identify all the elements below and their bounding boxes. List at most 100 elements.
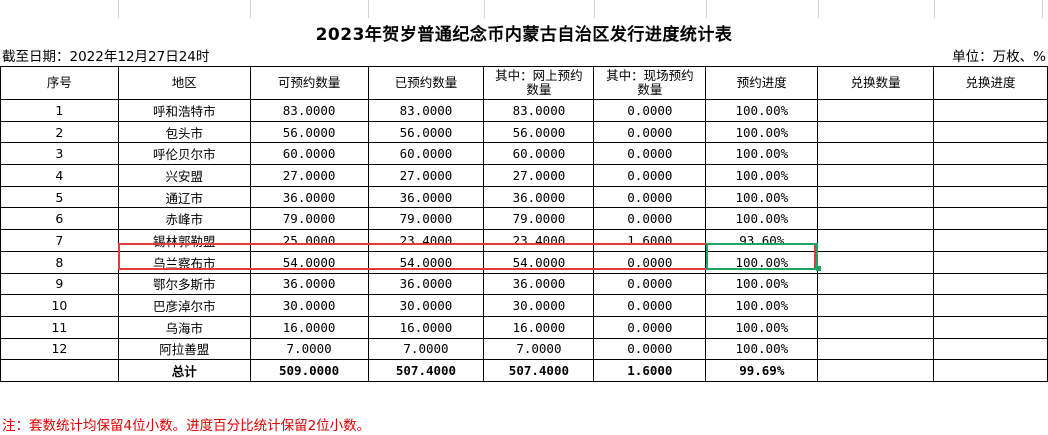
header-cell[interactable]: 地区: [117, 66, 251, 100]
cell-available[interactable]: 25.0000: [249, 229, 369, 252]
cell-available[interactable]: 60.0000: [249, 142, 369, 166]
cell-online[interactable]: 83.0000: [483, 99, 595, 122]
cell-progress[interactable]: 100.00%: [705, 120, 819, 144]
cell-progress[interactable]: 99.69%: [705, 359, 819, 382]
cell-exchange_progress[interactable]: [933, 185, 1048, 209]
cell-reserved[interactable]: 54.0000: [367, 250, 485, 274]
fill-handle[interactable]: [816, 266, 821, 271]
cell-available[interactable]: 7.0000: [249, 337, 369, 361]
cell-exchange_progress[interactable]: [933, 359, 1048, 382]
cell-reserved[interactable]: 30.0000: [367, 294, 485, 317]
cell-exchange_progress[interactable]: [933, 164, 1048, 187]
cell-progress[interactable]: 100.00%: [705, 164, 819, 187]
cell-online[interactable]: 36.0000: [483, 272, 595, 296]
cell-progress[interactable]: 100.00%: [705, 272, 819, 296]
cell-onsite[interactable]: 1.6000: [593, 359, 707, 382]
cell-available[interactable]: 36.0000: [249, 185, 369, 209]
cell-onsite[interactable]: 0.0000: [593, 185, 707, 209]
cell-online[interactable]: 36.0000: [483, 185, 595, 209]
cell-online[interactable]: 56.0000: [483, 120, 595, 144]
cell-exchange_progress[interactable]: [933, 294, 1048, 317]
cell-exchange[interactable]: [817, 250, 935, 274]
header-cell[interactable]: 可预约数量: [249, 66, 369, 100]
cell-no[interactable]: [0, 359, 119, 382]
header-cell[interactable]: 已预约数量: [367, 66, 485, 100]
cell-exchange[interactable]: [817, 294, 935, 317]
cell-no[interactable]: 1: [0, 99, 119, 122]
cell-no[interactable]: 6: [0, 207, 119, 231]
cell-online[interactable]: 16.0000: [483, 315, 595, 339]
cell-exchange_progress[interactable]: [933, 99, 1048, 122]
cell-no[interactable]: 3: [0, 142, 119, 166]
cell-available[interactable]: 36.0000: [249, 272, 369, 296]
cell-exchange_progress[interactable]: [933, 142, 1048, 166]
cell-progress[interactable]: 100.00%: [705, 99, 819, 122]
header-cell[interactable]: 其中：网上预约数量: [483, 66, 595, 100]
cell-progress[interactable]: 93.60%: [705, 229, 819, 252]
cell-onsite[interactable]: 0.0000: [593, 337, 707, 361]
cell-region[interactable]: 呼伦贝尔市: [117, 142, 251, 166]
cell-onsite[interactable]: 0.0000: [593, 207, 707, 231]
cell-reserved[interactable]: 60.0000: [367, 142, 485, 166]
cell-progress[interactable]: 100.00%: [705, 185, 819, 209]
header-cell[interactable]: 兑换进度: [933, 66, 1048, 100]
cell-exchange_progress[interactable]: [933, 120, 1048, 144]
cell-reserved[interactable]: 36.0000: [367, 272, 485, 296]
cell-available[interactable]: 79.0000: [249, 207, 369, 231]
cell-exchange[interactable]: [817, 164, 935, 187]
cell-onsite[interactable]: 0.0000: [593, 142, 707, 166]
cell-region[interactable]: 锡林郭勒盟: [117, 229, 251, 252]
cell-region[interactable]: 鄂尔多斯市: [117, 272, 251, 296]
cell-exchange[interactable]: [817, 185, 935, 209]
cell-onsite[interactable]: 0.0000: [593, 294, 707, 317]
cell-available[interactable]: 83.0000: [249, 99, 369, 122]
cell-reserved[interactable]: 23.4000: [367, 229, 485, 252]
header-cell[interactable]: 序号: [0, 66, 119, 100]
cell-online[interactable]: 7.0000: [483, 337, 595, 361]
cell-online[interactable]: 60.0000: [483, 142, 595, 166]
cell-exchange[interactable]: [817, 120, 935, 144]
cell-region[interactable]: 阿拉善盟: [117, 337, 251, 361]
cell-available[interactable]: 509.0000: [249, 359, 369, 382]
cell-exchange_progress[interactable]: [933, 272, 1048, 296]
cell-no[interactable]: 7: [0, 229, 119, 252]
cell-available[interactable]: 27.0000: [249, 164, 369, 187]
cell-online[interactable]: 79.0000: [483, 207, 595, 231]
cell-exchange_progress[interactable]: [933, 315, 1048, 339]
cell-progress[interactable]: 100.00%: [705, 294, 819, 317]
header-cell[interactable]: 其中：现场预约数量: [593, 66, 707, 100]
cell-no[interactable]: 9: [0, 272, 119, 296]
cell-no[interactable]: 4: [0, 164, 119, 187]
cell-reserved[interactable]: 83.0000: [367, 99, 485, 122]
cell-onsite[interactable]: 0.0000: [593, 272, 707, 296]
cell-region[interactable]: 巴彦淖尔市: [117, 294, 251, 317]
cell-reserved[interactable]: 56.0000: [367, 120, 485, 144]
cell-online[interactable]: 23.4000: [483, 229, 595, 252]
cell-available[interactable]: 56.0000: [249, 120, 369, 144]
cell-exchange[interactable]: [817, 99, 935, 122]
cell-exchange_progress[interactable]: [933, 250, 1048, 274]
cell-no[interactable]: 12: [0, 337, 119, 361]
cell-progress[interactable]: 100.00%: [705, 250, 819, 274]
cell-progress[interactable]: 100.00%: [705, 207, 819, 231]
cell-available[interactable]: 16.0000: [249, 315, 369, 339]
cell-region[interactable]: 兴安盟: [117, 164, 251, 187]
cell-available[interactable]: 54.0000: [249, 250, 369, 274]
cell-region[interactable]: 乌海市: [117, 315, 251, 339]
cell-exchange[interactable]: [817, 315, 935, 339]
cell-region[interactable]: 包头市: [117, 120, 251, 144]
cell-reserved[interactable]: 27.0000: [367, 164, 485, 187]
cell-onsite[interactable]: 0.0000: [593, 120, 707, 144]
cell-exchange[interactable]: [817, 337, 935, 361]
cell-exchange[interactable]: [817, 207, 935, 231]
cell-online[interactable]: 30.0000: [483, 294, 595, 317]
cell-progress[interactable]: 100.00%: [705, 315, 819, 339]
cell-exchange_progress[interactable]: [933, 337, 1048, 361]
cell-region[interactable]: 呼和浩特市: [117, 99, 251, 122]
cell-no[interactable]: 2: [0, 120, 119, 144]
cell-onsite[interactable]: 1.6000: [593, 229, 707, 252]
cell-online[interactable]: 54.0000: [483, 250, 595, 274]
cell-reserved[interactable]: 36.0000: [367, 185, 485, 209]
cell-onsite[interactable]: 0.0000: [593, 250, 707, 274]
cell-exchange_progress[interactable]: [933, 207, 1048, 231]
